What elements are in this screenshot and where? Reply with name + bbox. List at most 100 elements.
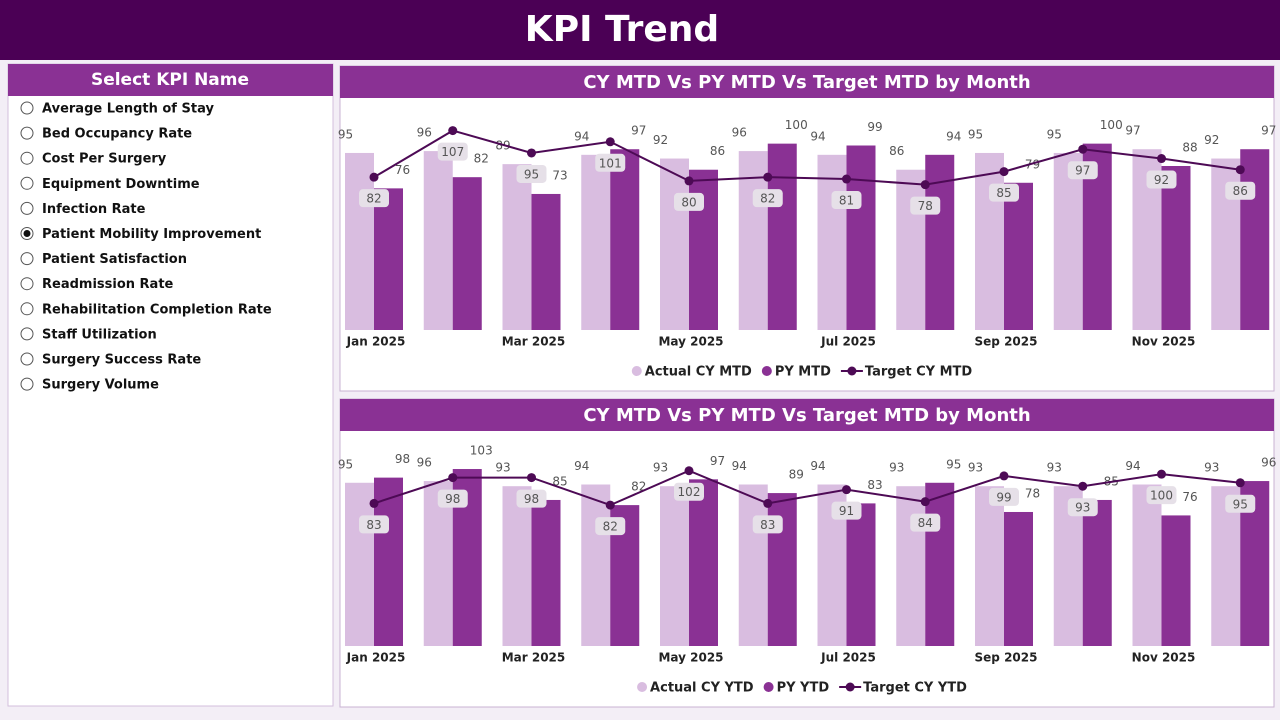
data-label: 98 <box>524 492 539 506</box>
line-point <box>684 466 694 476</box>
radio-button[interactable] <box>20 377 34 391</box>
label-box <box>752 189 783 208</box>
bar <box>1161 515 1191 646</box>
radio-button[interactable] <box>20 277 34 291</box>
data-label: 94 <box>574 459 589 473</box>
x-tick-label: May 2025 <box>658 651 723 665</box>
line-point <box>527 148 536 158</box>
data-label: 95 <box>338 457 353 471</box>
bar <box>660 486 689 646</box>
label-box <box>437 489 468 508</box>
bar <box>423 151 453 330</box>
data-label: 96 <box>417 126 432 140</box>
data-label: 98 <box>445 492 460 506</box>
data-label: 101 <box>599 156 622 170</box>
x-tick-label: Mar 2025 <box>502 651 566 665</box>
radio-button[interactable] <box>20 126 34 140</box>
header-bar <box>0 0 1280 60</box>
slicer-option[interactable]: Patient Mobility Improvement <box>42 227 261 242</box>
slicer-option[interactable]: Staff Utilization <box>42 327 157 342</box>
slicer-option[interactable]: Bed Occupancy Rate <box>42 127 192 142</box>
bar <box>896 169 926 330</box>
data-label: 97 <box>710 454 725 468</box>
bar <box>374 477 403 646</box>
bar <box>581 154 611 330</box>
label-box <box>437 142 468 161</box>
legend-symbol <box>761 366 772 376</box>
data-label: 94 <box>732 459 747 473</box>
line-point <box>842 174 851 184</box>
radio-button[interactable] <box>20 252 34 266</box>
line-point <box>448 473 458 483</box>
slicer-option[interactable]: Infection Rate <box>42 202 146 217</box>
slicer-option[interactable]: Patient Satisfaction <box>42 252 187 267</box>
bar <box>345 482 374 646</box>
data-label: 93 <box>653 461 668 475</box>
label-box <box>674 482 704 501</box>
page-title: KPI Trend <box>525 9 719 50</box>
line-point <box>920 497 930 507</box>
bar <box>345 152 374 330</box>
legend-label: Actual CY YTD <box>650 681 754 696</box>
slicer-option[interactable]: Surgery Success Rate <box>42 353 201 368</box>
slicer-option[interactable]: Average Length of Stay <box>42 102 214 117</box>
slicer-option[interactable]: Rehabilitation Completion Rate <box>42 302 272 317</box>
line-point <box>1078 481 1088 491</box>
data-label: 82 <box>760 192 775 206</box>
bar <box>975 152 1004 330</box>
data-label: 107 <box>441 145 464 159</box>
chart-title: CY MTD Vs PY MTD Vs Target MTD by Month <box>583 72 1030 93</box>
data-label: 82 <box>366 192 381 206</box>
data-label: 76 <box>1182 490 1197 504</box>
data-label: 94 <box>810 129 825 143</box>
data-label: 93 <box>1047 461 1062 475</box>
bar <box>1211 486 1241 646</box>
line-point <box>605 500 615 510</box>
data-label: 94 <box>810 459 825 473</box>
chart-title: CY MTD Vs PY MTD Vs Target MTD by Month <box>583 405 1030 426</box>
x-tick-label: Jul 2025 <box>820 335 876 349</box>
data-label: 92 <box>1204 133 1219 147</box>
data-label: 92 <box>1154 173 1169 187</box>
slicer-panel <box>7 63 334 707</box>
data-label: 95 <box>338 127 353 141</box>
bar <box>767 143 797 330</box>
label-box <box>1225 181 1256 200</box>
bar <box>1053 152 1083 330</box>
data-label: 82 <box>631 480 646 494</box>
label-box <box>1225 494 1256 513</box>
legend-label: Target CY MTD <box>865 365 973 380</box>
data-label: 82 <box>603 520 618 534</box>
bar <box>925 482 955 646</box>
data-label: 86 <box>889 144 904 158</box>
data-label: 94 <box>574 129 589 143</box>
x-tick-label: Mar 2025 <box>502 335 566 349</box>
radio-button[interactable] <box>20 176 34 190</box>
chart-header <box>340 66 1274 98</box>
radio-button[interactable] <box>20 327 34 341</box>
data-label: 92 <box>653 133 668 147</box>
radio-button[interactable] <box>20 201 34 215</box>
bar <box>738 151 768 330</box>
bar <box>1240 149 1270 330</box>
label-box <box>1067 498 1098 517</box>
slicer-option[interactable]: Cost Per Surgery <box>42 152 167 167</box>
chart-header <box>340 399 1274 431</box>
bar <box>502 164 532 330</box>
label-box <box>1146 170 1177 189</box>
x-tick-label: Sep 2025 <box>975 335 1038 349</box>
label-box <box>1067 161 1098 180</box>
radio-button[interactable] <box>20 101 34 115</box>
data-label: 96 <box>732 126 747 140</box>
legend-label: PY YTD <box>777 681 830 696</box>
label-box <box>752 515 783 534</box>
data-label: 100 <box>785 118 808 132</box>
data-label: 97 <box>1261 124 1276 138</box>
radio-button[interactable] <box>20 151 34 165</box>
radio-button[interactable] <box>20 302 34 316</box>
slicer-option[interactable]: Equipment Downtime <box>42 177 200 192</box>
radio-button[interactable] <box>20 352 34 366</box>
slicer-option[interactable]: Surgery Volume <box>42 378 159 393</box>
slicer-option[interactable]: Readmission Rate <box>42 277 174 292</box>
